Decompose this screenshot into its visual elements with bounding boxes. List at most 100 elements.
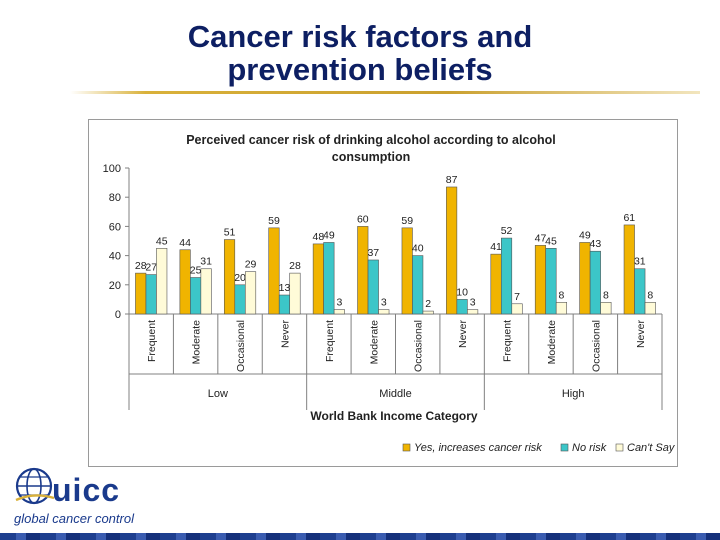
uicc-globe-logo-icon [15, 467, 55, 505]
data-label: 31 [634, 256, 646, 268]
data-label: 25 [190, 265, 202, 277]
bar-no-risk [323, 242, 335, 315]
x-category-label: Never [635, 320, 647, 349]
x-category-label: Frequent [146, 320, 158, 362]
bar-no-risk [589, 250, 601, 315]
slide-title-line2: prevention beliefs [227, 52, 493, 87]
data-label: 45 [545, 235, 557, 247]
bar-cant-say [289, 272, 301, 315]
data-label: 20 [234, 272, 246, 284]
data-label: 28 [135, 260, 147, 272]
x-category-label: Never [279, 320, 291, 349]
data-label: 27 [145, 262, 157, 274]
bar-no-risk [545, 248, 557, 315]
data-label: 40 [412, 243, 424, 255]
data-label: 43 [590, 238, 602, 250]
slide-title: Cancer risk factors and prevention belie… [0, 20, 720, 86]
bar-no-risk [145, 274, 157, 315]
data-label: 37 [367, 247, 379, 259]
slide-title-line1: Cancer risk factors and [187, 19, 533, 54]
title-underline [70, 91, 700, 94]
data-label: 87 [446, 174, 458, 186]
data-label: 52 [501, 225, 513, 237]
bar-cant-say [511, 303, 523, 315]
x-group-label: Middle [379, 388, 411, 400]
legend-swatch [615, 443, 624, 452]
bar-cant-say [200, 268, 212, 315]
x-axis-title: World Bank Income Category [310, 409, 477, 423]
data-label: 29 [245, 259, 257, 271]
y-tick-label: 20 [109, 280, 121, 292]
legend-label: No risk [572, 442, 607, 454]
bar-no-risk [190, 277, 202, 315]
data-label: 51 [224, 227, 236, 239]
bar-cant-say [422, 310, 434, 315]
data-label: 8 [603, 289, 609, 301]
logo-tagline: global cancer control [14, 511, 134, 526]
x-category-label: Frequent [502, 320, 514, 362]
data-label: 41 [490, 241, 502, 253]
bar-yes [446, 186, 458, 315]
bar-yes [579, 242, 591, 315]
bar-no-risk [412, 255, 424, 315]
y-tick-label: 60 [109, 221, 121, 233]
x-group-label: Low [208, 388, 228, 400]
bar-yes [401, 227, 413, 315]
data-label: 2 [425, 298, 431, 310]
bar-cant-say [156, 248, 168, 315]
x-category-label: Occasional [590, 320, 602, 372]
data-label: 49 [579, 229, 591, 241]
data-label: 45 [156, 235, 168, 247]
data-label: 8 [647, 289, 653, 301]
y-tick-label: 100 [103, 163, 121, 175]
data-label: 61 [623, 212, 635, 224]
chart-title-line: Perceived cancer risk of drinking alcoho… [186, 133, 556, 147]
data-label: 44 [179, 237, 191, 249]
bar-cant-say [333, 309, 345, 315]
legend-swatch [560, 443, 569, 452]
x-group-label: High [562, 388, 585, 400]
chart-title-line: consumption [332, 150, 410, 164]
data-label: 47 [535, 232, 547, 244]
bar-no-risk [367, 259, 379, 315]
x-category-label: Moderate [191, 320, 203, 365]
legend-label: Can't Say [627, 442, 676, 454]
data-label: 3 [470, 297, 476, 309]
bar-chart: Perceived cancer risk of drinking alcoho… [103, 133, 676, 454]
bar-cant-say [467, 309, 479, 315]
bar-cant-say [644, 302, 656, 315]
data-label: 28 [289, 260, 301, 272]
bar-no-risk [500, 237, 513, 315]
y-tick-label: 80 [109, 192, 121, 204]
bar-yes [135, 272, 147, 315]
data-label: 8 [559, 289, 565, 301]
x-category-label: Moderate [546, 320, 558, 365]
bar-yes [223, 239, 236, 315]
bar-yes [268, 227, 280, 315]
data-label: 48 [313, 231, 325, 243]
data-label: 7 [514, 291, 520, 303]
legend-label: Yes, increases cancer risk [414, 442, 542, 454]
bar-no-risk [456, 299, 468, 315]
data-label: 31 [200, 256, 212, 268]
bar-yes [623, 224, 635, 315]
x-category-label: Occasional [235, 320, 247, 372]
data-label: 60 [357, 213, 369, 225]
chart-frame: Perceived cancer risk of drinking alcoho… [88, 119, 678, 467]
x-category-label: Moderate [368, 320, 380, 365]
bar-no-risk [278, 294, 291, 315]
y-tick-label: 0 [115, 309, 121, 321]
bar-yes [357, 226, 369, 315]
data-label: 3 [381, 297, 387, 309]
bar-no-risk [634, 268, 646, 315]
data-label: 49 [323, 229, 335, 241]
x-category-label: Never [457, 320, 469, 349]
logo-brand-text: uicc [52, 472, 121, 508]
x-category-label: Occasional [413, 320, 425, 372]
bar-yes [312, 243, 324, 315]
data-label: 59 [268, 215, 280, 227]
bar-yes [534, 245, 547, 315]
y-tick-label: 40 [109, 251, 121, 263]
bar-cant-say [378, 309, 390, 315]
footer-bar [0, 533, 720, 540]
